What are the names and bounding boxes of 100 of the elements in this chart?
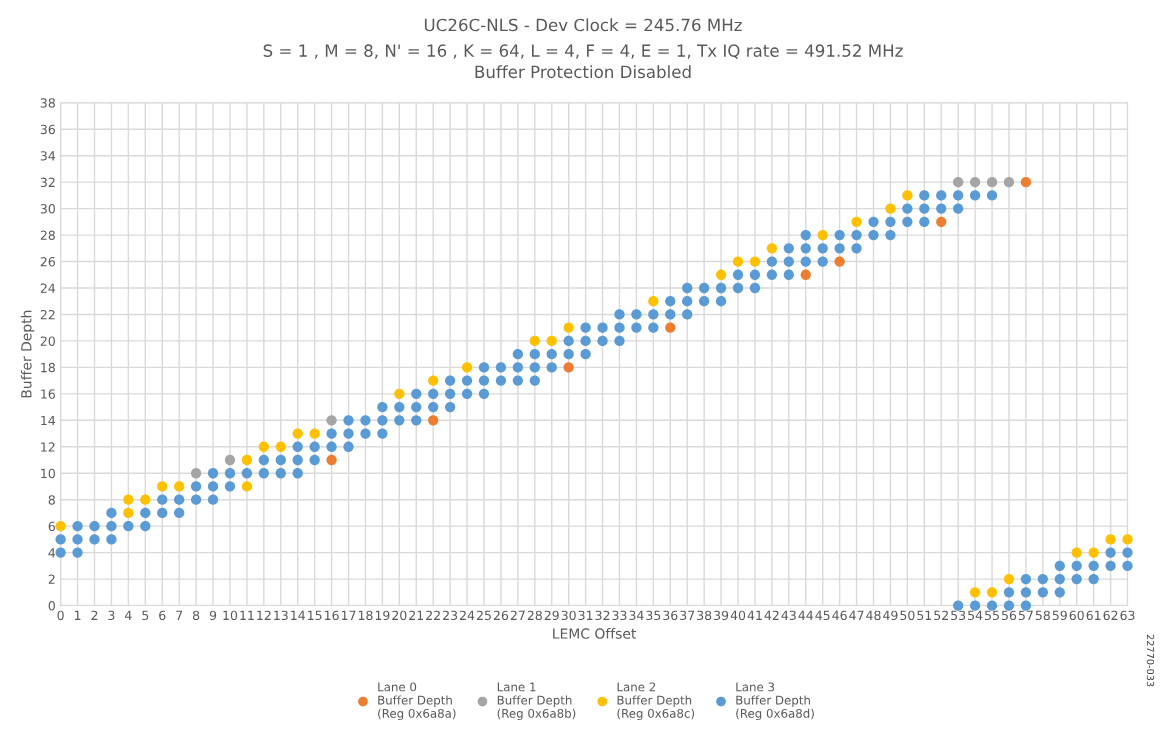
x-tick-label: 6 (159, 610, 166, 621)
x-tick-label: 61 (1086, 610, 1101, 621)
x-tick-label: 17 (341, 610, 356, 620)
y-tick-label: 22 (40, 309, 55, 320)
point (953, 177, 964, 188)
x-tick-label: 37 (680, 610, 695, 621)
y-tick-label: 28 (40, 230, 55, 240)
x-tick-label: 45 (815, 610, 830, 621)
y-tick-label: 2 (48, 574, 55, 584)
point (1088, 547, 1099, 558)
y-tick-label: 36 (40, 124, 55, 135)
point (1003, 573, 1015, 585)
x-tick-label: 60 (1069, 610, 1084, 621)
point (258, 441, 269, 452)
x-tick-label: 36 (663, 610, 678, 621)
x-tick-label: 52 (934, 610, 948, 621)
point (461, 362, 473, 373)
x-tick-label: 49 (883, 610, 898, 621)
x-tick-label: 10 (223, 610, 238, 621)
point (326, 454, 337, 466)
point (224, 454, 236, 466)
x-tick-label: 63 (1120, 610, 1135, 621)
x-tick-label: 22 (426, 610, 440, 620)
x-tick-label: 0 (57, 610, 64, 621)
x-tick-label: 38 (697, 610, 712, 621)
y-tick-label: 26 (40, 257, 55, 267)
x-tick-label: 21 (409, 610, 424, 620)
point (936, 216, 947, 227)
point (969, 587, 981, 598)
x-tick-label: 46 (832, 610, 847, 621)
x-tick-label: 48 (866, 610, 881, 621)
x-tick-label: 62 (1103, 610, 1118, 621)
legend-label: Lane 0 Buffer Depth (Reg 0x6a8a) (378, 682, 456, 721)
x-tick-label: 12 (257, 610, 271, 620)
y-tick-label: 0 (48, 601, 55, 611)
point (969, 177, 981, 188)
x-tick-label: 51 (917, 610, 932, 621)
point (817, 229, 828, 241)
x-tick-label: 41 (747, 610, 762, 620)
x-tick-label: 53 (951, 610, 966, 621)
x-tick-label: 18 (358, 610, 373, 621)
y-tick-label: 12 (41, 442, 55, 452)
point (174, 481, 185, 492)
y-tick-label: 20 (40, 336, 55, 346)
x-tick-label: 47 (849, 610, 864, 620)
point (241, 481, 253, 492)
x-tick-label: 1 (74, 610, 81, 620)
y-tick-label: 14 (41, 415, 56, 426)
y-tick-label: 10 (41, 468, 55, 479)
x-tick-label: 2 (91, 610, 98, 620)
point (715, 269, 727, 280)
point (834, 256, 845, 267)
x-tick-label: 44 (798, 610, 814, 620)
x-tick-label: 15 (308, 610, 322, 621)
x-tick-label: 7 (176, 610, 183, 620)
x-axis-title: LEMC Offset (553, 628, 637, 639)
x-tick-label: 16 (325, 610, 339, 621)
point (292, 428, 303, 439)
point (986, 177, 998, 188)
x-tick-label: 5 (142, 610, 149, 621)
y-tick-label: 18 (41, 362, 55, 373)
point (1105, 534, 1116, 545)
y-tick-label: 38 (40, 98, 55, 108)
x-tick-label: 59 (1052, 610, 1067, 621)
chart-title: UC26C-NLS - Dev Clock = 245.76 MHz (424, 18, 742, 32)
x-tick-label: 26 (493, 610, 509, 621)
point (1020, 177, 1032, 188)
x-tick-label: 54 (968, 610, 983, 621)
x-tick-label: 23 (443, 610, 458, 621)
point (732, 256, 744, 267)
point (563, 322, 574, 333)
x-tick-label: 50 (900, 610, 915, 621)
x-tick-label: 3 (108, 610, 115, 621)
point (241, 454, 253, 466)
x-tick-label: 28 (527, 610, 542, 621)
point (986, 587, 998, 598)
y-tick-label: 16 (41, 389, 55, 399)
x-tick-label: 25 (476, 610, 491, 621)
x-tick-label: 19 (375, 610, 390, 621)
point (1003, 177, 1015, 188)
point (123, 507, 134, 519)
y-tick-label: 30 (40, 204, 55, 214)
y-tick-label: 6 (48, 521, 55, 532)
legend-label: Lane 2 Buffer Depth (Reg 0x6a8c) (617, 682, 695, 721)
x-tick-label: 11 (240, 610, 254, 620)
point (157, 481, 168, 492)
text: 22770-033 (1146, 634, 1155, 687)
legend-label: Lane 3 Buffer Depth (Reg 0x6a8d) (736, 682, 814, 721)
x-tick-label: 34 (629, 610, 644, 621)
point (546, 335, 557, 347)
x-tick-label: 39 (714, 610, 729, 621)
x-tick-label: 9 (209, 610, 217, 621)
x-tick-label: 40 (730, 610, 746, 621)
x-tick-label: 4 (125, 610, 132, 620)
point (648, 296, 659, 307)
point (1071, 547, 1082, 558)
point (275, 441, 286, 452)
x-tick-label: 43 (781, 610, 796, 621)
point (902, 190, 913, 201)
point (140, 494, 151, 505)
